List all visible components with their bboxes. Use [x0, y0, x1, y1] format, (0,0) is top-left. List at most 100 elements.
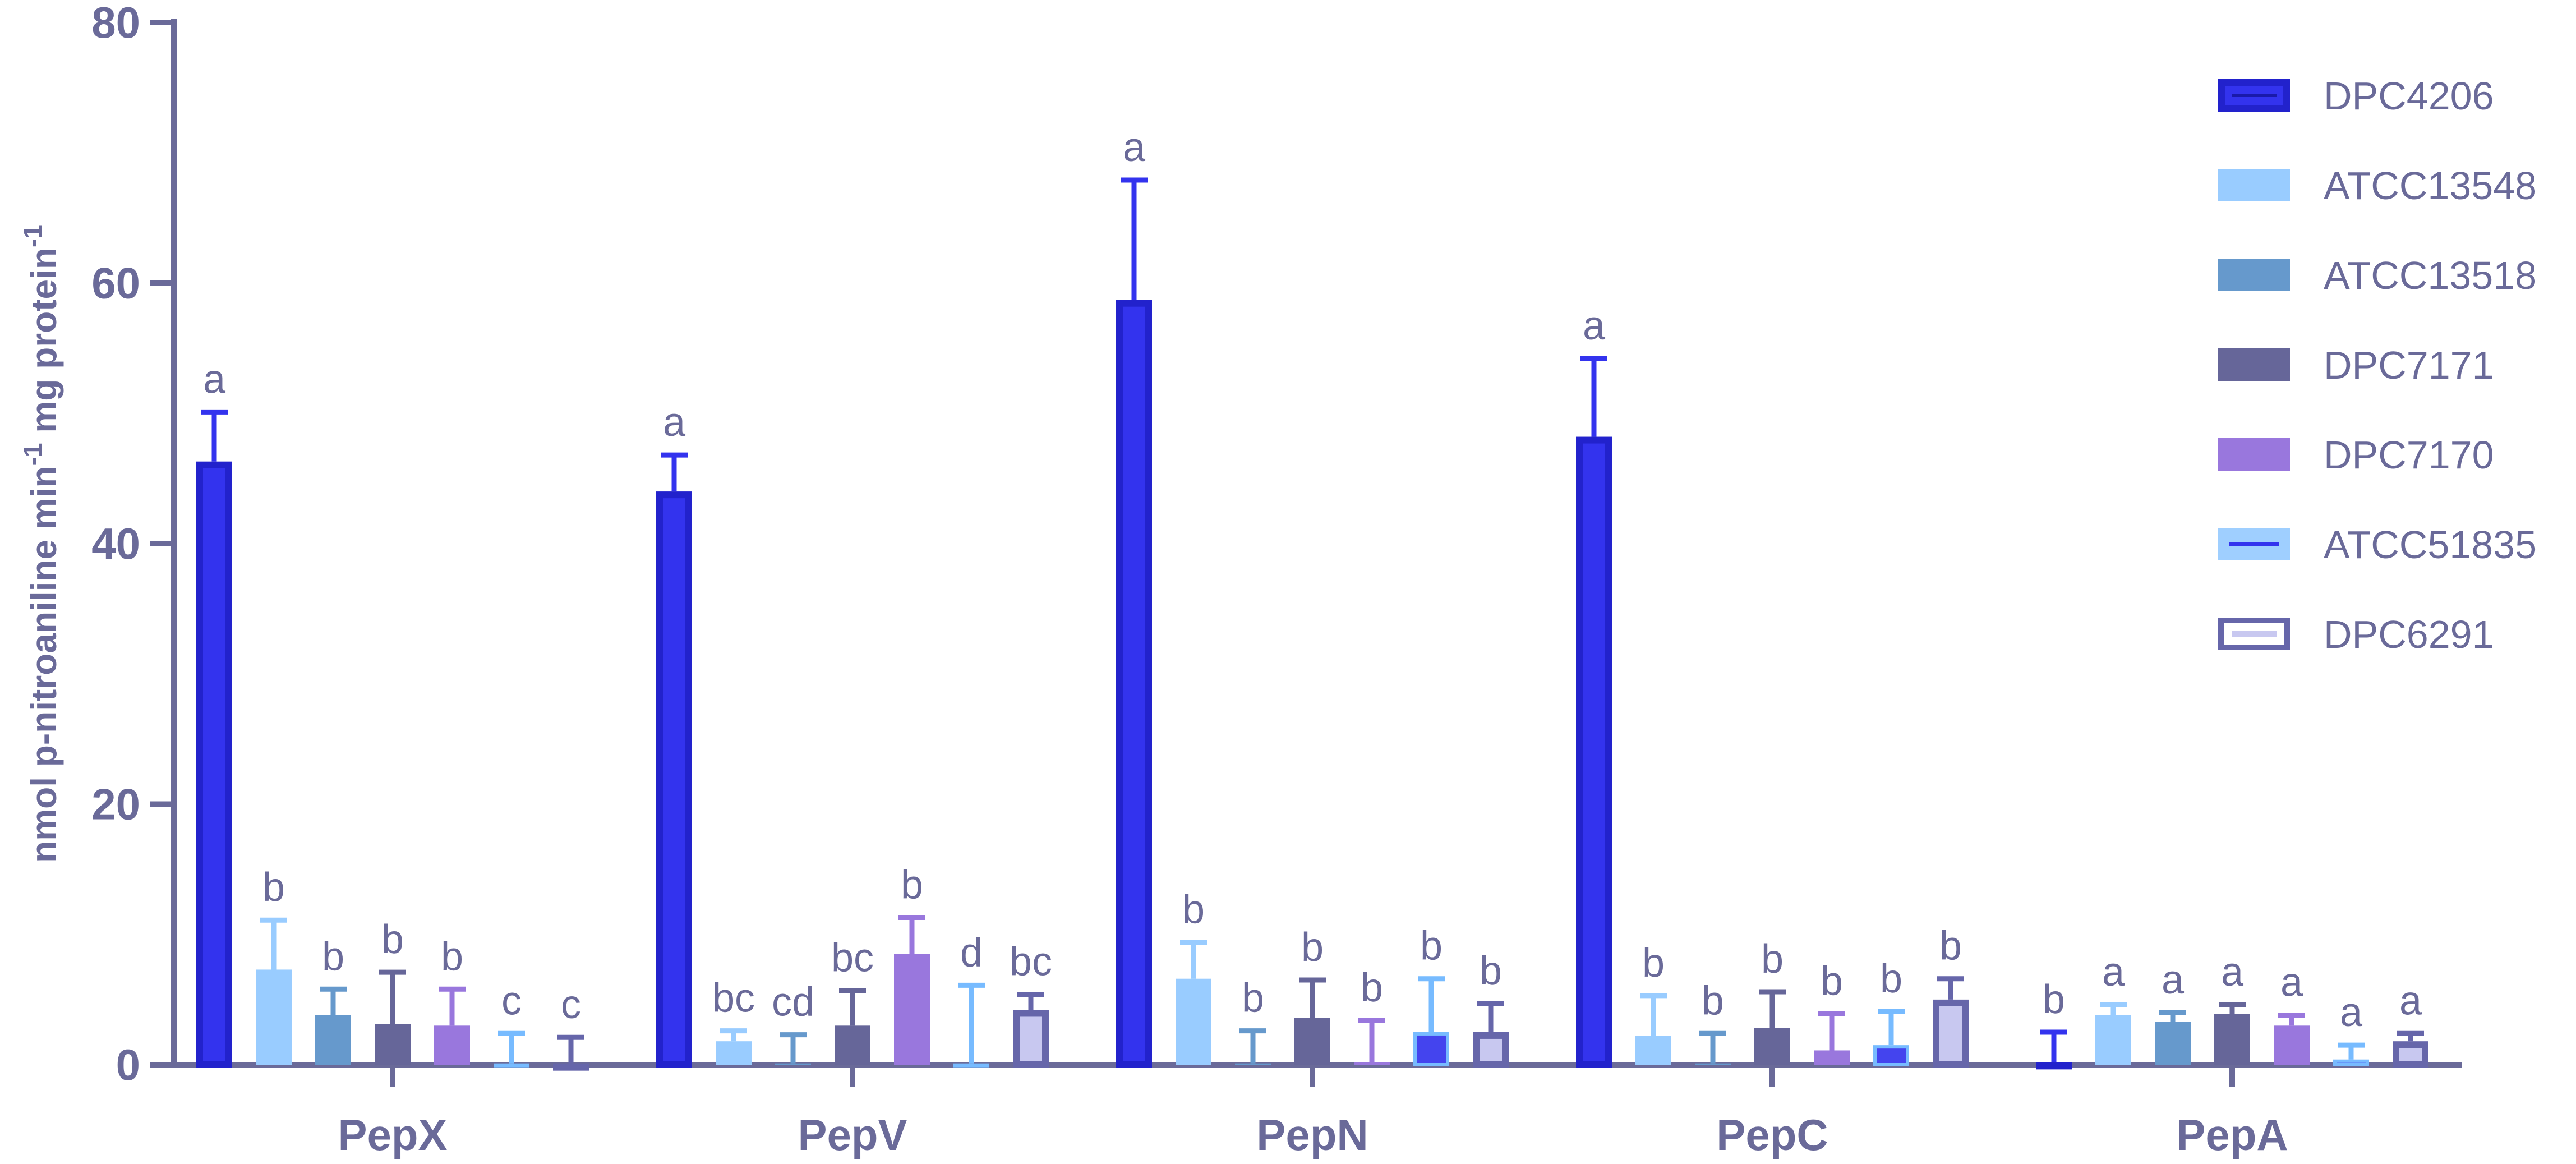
legend-swatch	[2218, 438, 2290, 471]
bar-group	[1294, 977, 1330, 1065]
bar	[716, 1041, 752, 1065]
bar-group	[2155, 1010, 2191, 1065]
bar	[1235, 1063, 1271, 1065]
bar	[434, 1025, 470, 1065]
legend-item: ATCC13548	[2218, 164, 2537, 208]
significance-label: a	[2221, 950, 2244, 995]
y-axis-title: nmol p-nitroaniline min-1 mg protein-1	[18, 224, 64, 863]
bar	[2333, 1059, 2369, 1066]
bar-group	[2214, 1002, 2250, 1065]
bar	[494, 1063, 529, 1068]
significance-label: bc	[712, 976, 755, 1021]
bar-group	[1235, 1028, 1271, 1065]
significance-label: b	[1480, 949, 1502, 993]
y-axis-label-superscript: -1	[18, 224, 47, 247]
bar-group	[2274, 1013, 2310, 1065]
bar	[1635, 1036, 1671, 1065]
bar	[2036, 1062, 2072, 1070]
bar	[1013, 1010, 1049, 1068]
bar	[553, 1063, 589, 1071]
bar-group	[656, 452, 692, 1068]
legend-label: DPC4206	[2324, 74, 2494, 118]
bar-group	[894, 915, 930, 1065]
bar	[1933, 999, 1969, 1068]
bar	[1873, 1045, 1909, 1066]
significance-label: bc	[831, 936, 874, 981]
bar	[256, 969, 292, 1065]
bar-group	[375, 969, 411, 1065]
bar-group	[2036, 1029, 2072, 1070]
bar-group	[196, 409, 232, 1068]
significance-label: d	[960, 930, 983, 975]
bar-group	[1814, 1011, 1850, 1065]
significance-label: a	[663, 400, 686, 445]
bar-group	[1576, 356, 1612, 1068]
legend-item: DPC7171	[2218, 343, 2494, 387]
significance-label: a	[2340, 990, 2363, 1035]
y-axis-label-part: mg protein	[24, 247, 64, 443]
bar	[1176, 978, 1211, 1065]
bar-group	[1116, 177, 1152, 1068]
significance-label: b	[1880, 956, 1902, 1001]
significance-label: b	[1420, 924, 1443, 969]
bar	[1754, 1028, 1790, 1065]
bar-group	[2095, 1002, 2131, 1065]
significance-label: b	[322, 934, 344, 979]
bar	[1473, 1032, 1509, 1068]
significance-label: b	[381, 917, 404, 962]
bar	[1695, 1063, 1731, 1065]
significance-label: b	[1642, 941, 1665, 986]
significance-label: b	[1301, 925, 1324, 970]
category-label: PepN	[1256, 1110, 1368, 1160]
bar	[2214, 1014, 2250, 1065]
y-tick-label: 60	[91, 259, 140, 308]
bar	[835, 1025, 870, 1065]
legend-label: DPC7171	[2324, 343, 2494, 387]
legend-item: ATCC51835	[2218, 523, 2537, 567]
category-label: PepV	[798, 1110, 907, 1160]
legend-swatch	[2218, 259, 2290, 291]
bar	[2393, 1041, 2428, 1068]
significance-label: b	[262, 865, 285, 910]
legend-label: ATCC13548	[2324, 164, 2537, 208]
category-label: PepX	[338, 1110, 447, 1160]
significance-label: a	[2280, 960, 2303, 1005]
category-labels: PepX PepV PepN PepC PepA	[338, 1110, 2288, 1160]
bar	[315, 1015, 351, 1065]
significance-label: a	[2102, 950, 2125, 995]
bar	[2274, 1025, 2310, 1065]
significance-label: b	[1242, 976, 1264, 1021]
bar	[2095, 1015, 2131, 1065]
bar-group	[494, 1030, 529, 1068]
significance-label: c	[501, 978, 522, 1023]
bar-group	[256, 917, 292, 1065]
significance-label: bc	[1010, 940, 1052, 984]
bar-group	[1176, 940, 1211, 1065]
significance-label: c	[561, 982, 581, 1027]
bar-group	[434, 986, 470, 1065]
bar-group	[1695, 1030, 1731, 1065]
bar	[1814, 1050, 1850, 1065]
legend-label: ATCC51835	[2324, 523, 2537, 567]
bar	[196, 461, 232, 1068]
bar-group	[2393, 1030, 2428, 1068]
bar	[1576, 436, 1612, 1068]
bar-group	[1933, 976, 1969, 1068]
bar	[375, 1024, 411, 1065]
bar	[1413, 1032, 1449, 1066]
legend-item: DPC6291	[2218, 613, 2494, 656]
significance-label: b	[2043, 977, 2065, 1022]
legend-item: DPC4206	[2218, 74, 2494, 118]
significance-label: b	[1761, 937, 1784, 982]
bar-group	[953, 982, 989, 1068]
significance-label: cd	[772, 980, 814, 1025]
bar	[1294, 1018, 1330, 1065]
legend: DPC4206 ATCC13548 ATCC13518 DPC7171 DPC7170 A…	[2218, 74, 2537, 656]
y-axis-label-part: nmol p-nitroaniline min	[24, 466, 64, 863]
bar	[894, 954, 930, 1065]
bar-group	[1013, 992, 1049, 1068]
bar	[2155, 1022, 2191, 1065]
legend-item: ATCC13518	[2218, 254, 2537, 297]
significance-label: b	[1182, 887, 1205, 932]
